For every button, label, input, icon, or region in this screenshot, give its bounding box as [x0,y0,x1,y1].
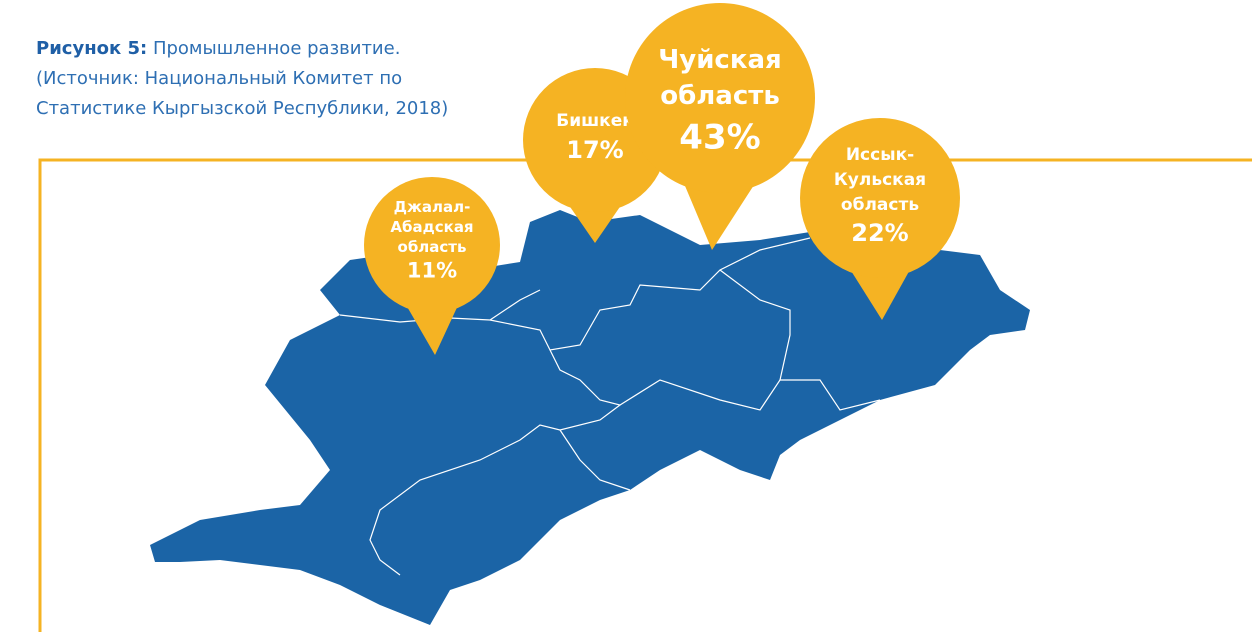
country [150,210,1030,625]
callout-name: область [660,81,780,111]
callout-name: Абадская [390,218,473,236]
caption: Рисунок 5: Промышленное развитие. (Источ… [36,34,448,124]
callout-name: Кульская [834,170,926,190]
callout-name: область [398,238,467,256]
callout-value: 43% [679,118,760,158]
callout-pointer [566,201,624,243]
callout-pointer [404,302,460,355]
callout-pointer [682,178,758,250]
callout-value: 17% [566,136,623,164]
callout-bubble [625,3,815,193]
caption-title-line: Рисунок 5: Промышленное развитие. [36,34,448,64]
callout-bubble [800,118,960,278]
caption-title: Промышленное развитие. [152,38,401,59]
callout-name: Иссык- [846,145,914,165]
caption-source: Статистике Кыргызской Республики, 2018) [36,98,449,119]
callout-value: 22% [851,219,908,247]
callout-bubble [364,177,500,313]
callout-name: Бишкек [556,111,634,131]
callout-pointer [848,266,912,320]
callout-name: Джалал- [394,198,471,216]
callout-value: 11% [407,258,457,282]
callout-name: Чуйская [658,45,781,75]
region-borders [339,237,881,576]
callout-name: область [841,195,919,215]
caption-label: Рисунок 5: [36,38,148,59]
caption-source: (Источник: Национальный Комитет по [36,68,403,89]
